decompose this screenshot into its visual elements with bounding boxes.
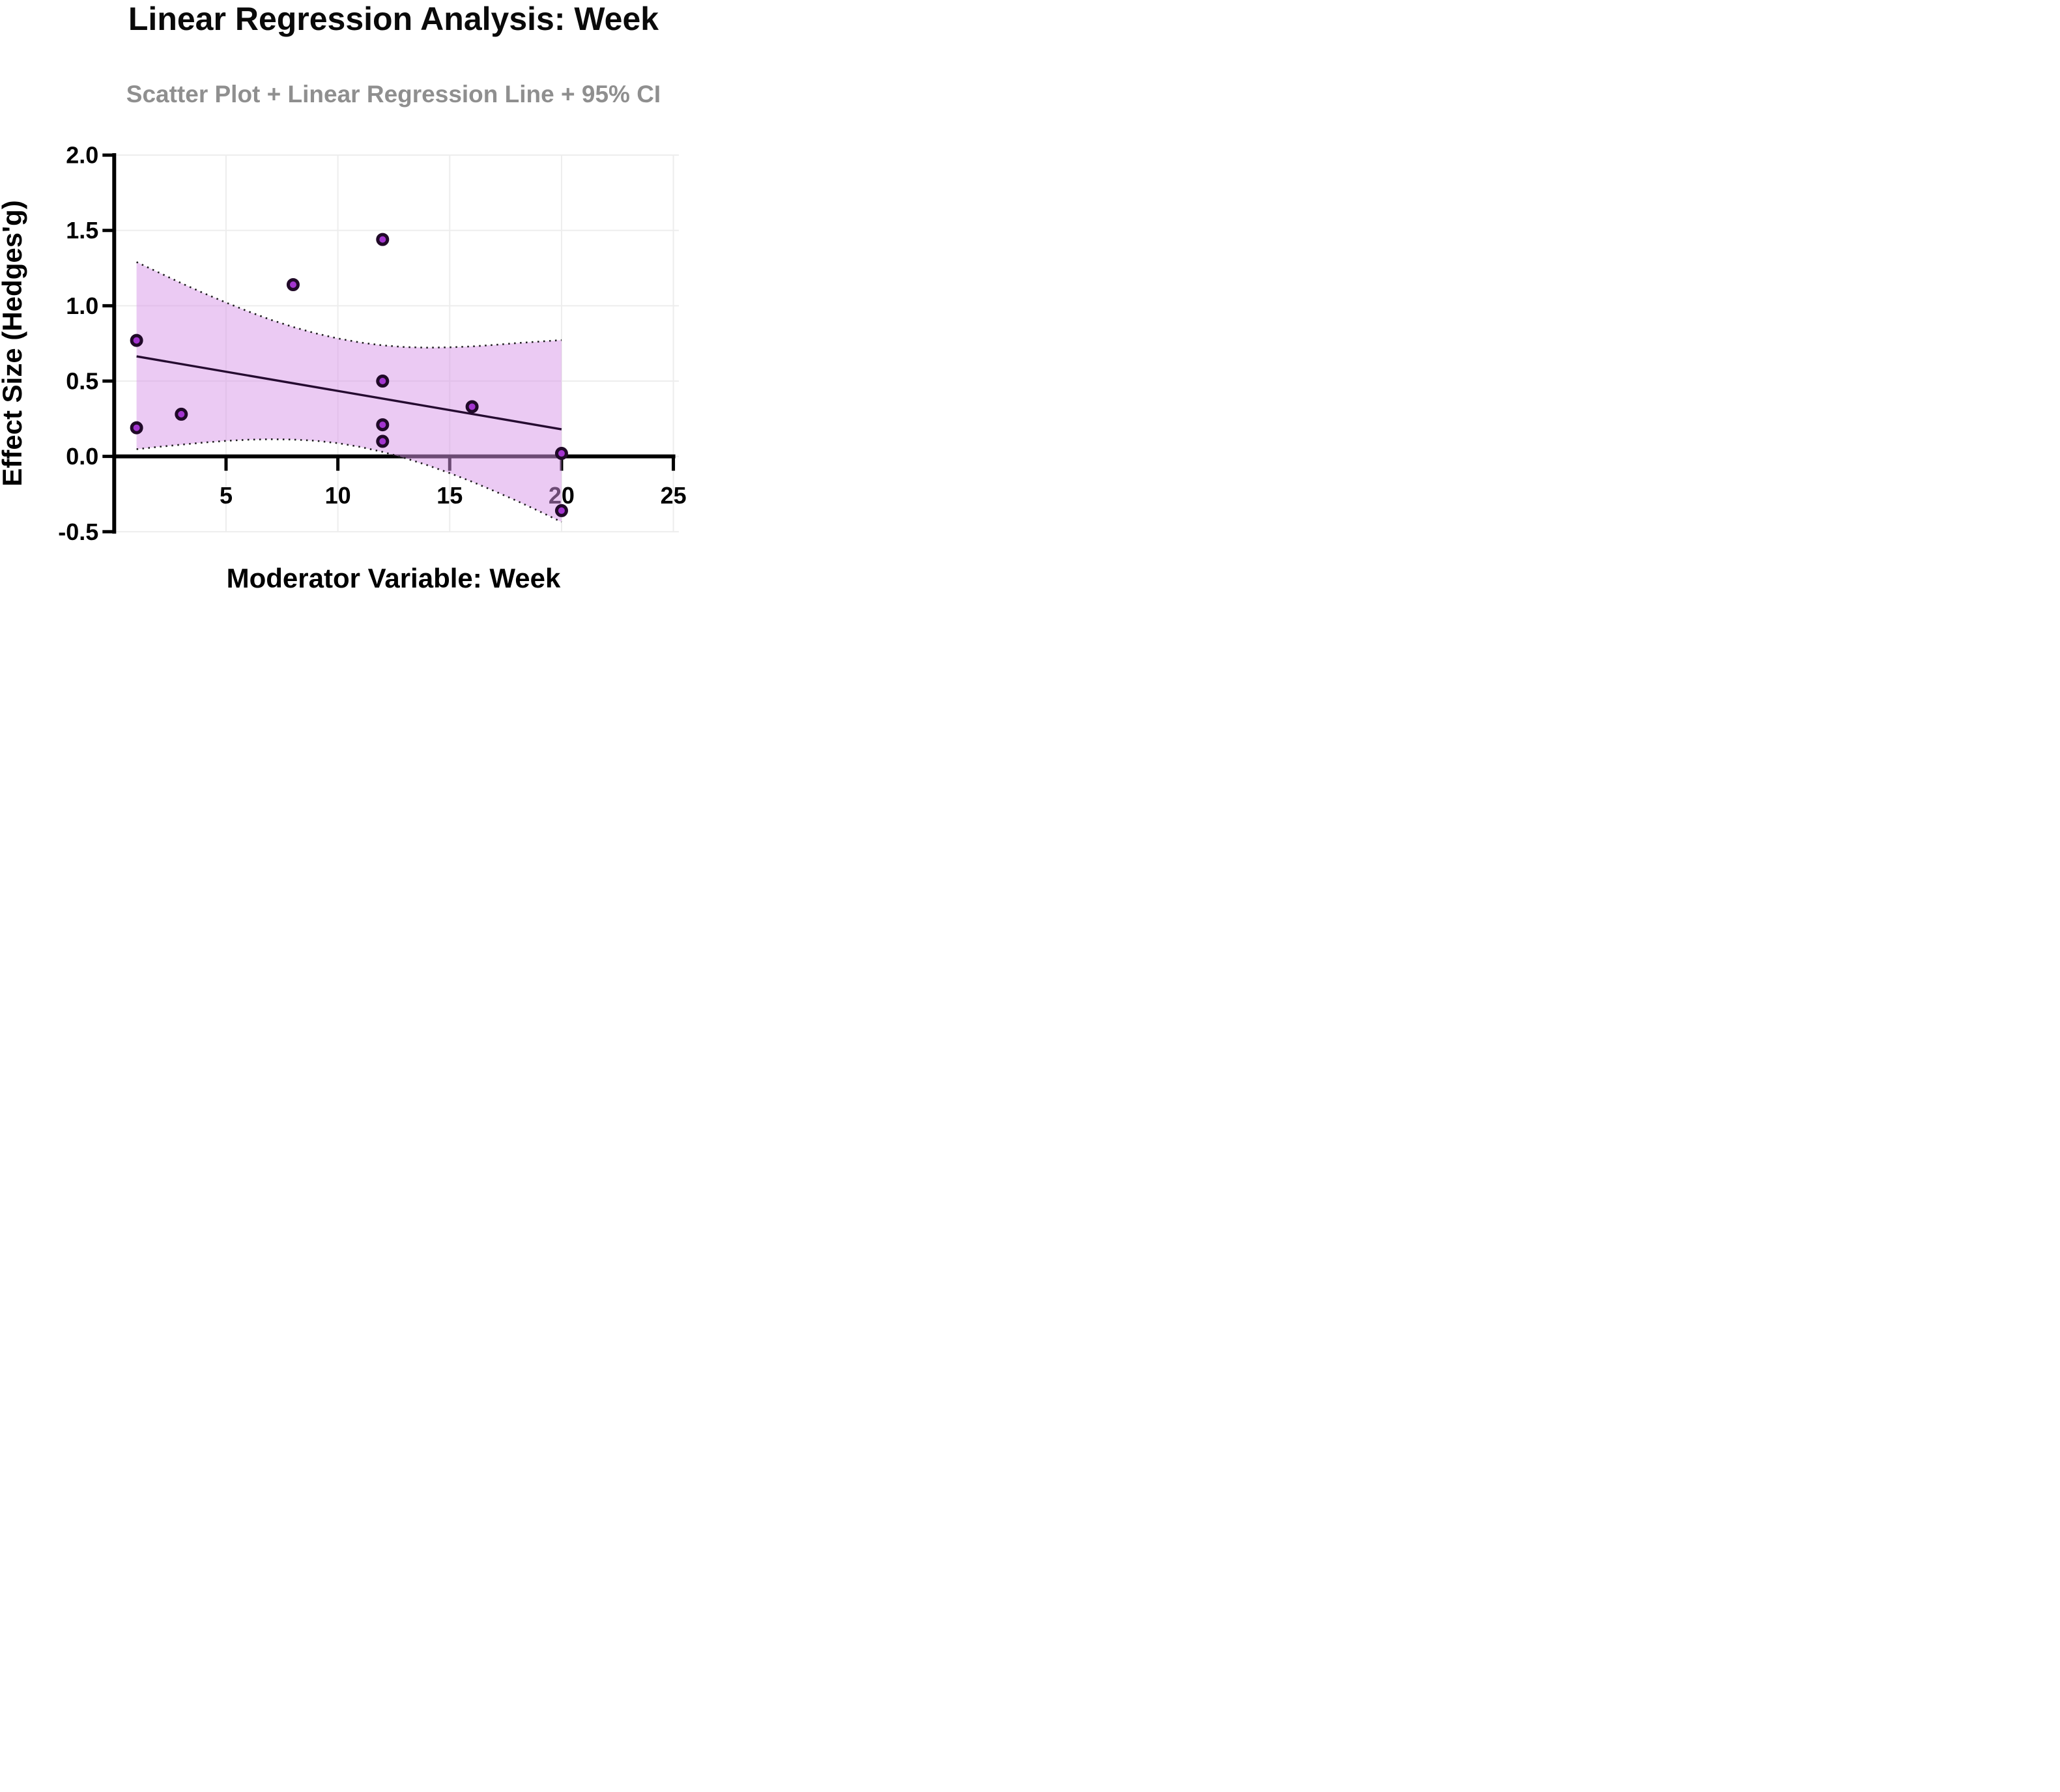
y-tick-label: 0.0 — [66, 443, 98, 470]
y-tick-label: 1.5 — [66, 217, 98, 244]
x-axis-title: Moderator Variable: Week — [227, 563, 561, 593]
y-axis-title: Effect Size (Hedges'g) — [0, 200, 27, 486]
data-point — [554, 447, 568, 461]
x-tick-label: 10 — [325, 482, 351, 509]
axes: -0.50.00.51.01.52.05 10 15 20 25 — [58, 142, 686, 545]
confidence-band-lower-border — [136, 438, 562, 523]
x-tick-label: 15 — [436, 482, 463, 509]
plot-area — [130, 233, 568, 523]
y-tick-label: 1.0 — [66, 292, 98, 319]
data-point — [376, 418, 390, 432]
data-point — [376, 375, 390, 388]
data-point — [376, 233, 390, 246]
data-point — [175, 407, 188, 421]
data-point — [376, 434, 390, 448]
regression-line — [136, 355, 562, 431]
data-point — [130, 334, 143, 347]
data-point — [465, 400, 479, 414]
chart-title: Linear Regression Analysis: Week — [128, 1, 659, 37]
y-tick-label: 0.5 — [66, 368, 98, 395]
scatter-chart: -0.50.00.51.01.52.05 10 15 20 25 Linear Regr… — [0, 1, 687, 593]
data-point — [286, 278, 300, 292]
x-tick-label: 5 — [220, 482, 233, 509]
chart-subtitle: Scatter Plot + Linear Regression Line + … — [126, 81, 661, 107]
data-point — [130, 421, 143, 434]
regression-figure: -0.5 0.0 0.5 1.0 1.5 2.0 5 10 15 20 25 Linear Regr… — [0, 0, 687, 597]
x-tick-label: 25 — [661, 482, 687, 509]
y-tick-label: -0.5 — [58, 519, 98, 545]
data-point — [554, 504, 568, 517]
y-tick-label: 2.0 — [66, 142, 98, 169]
